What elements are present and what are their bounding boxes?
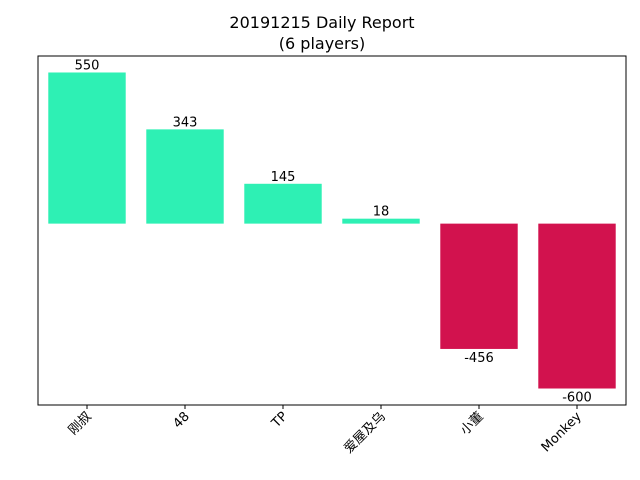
chart-title: 20191215 Daily Report: [229, 13, 414, 32]
bar-5: [538, 223, 616, 389]
value-label-2: 145: [271, 170, 296, 185]
value-label-4: -456: [464, 351, 494, 366]
chart-subtitle: (6 players): [279, 34, 365, 53]
value-label-5: -600: [562, 391, 592, 406]
x-tick-label-4: 小董: [458, 409, 487, 438]
bar-1: [146, 129, 224, 224]
value-label-3: 18: [373, 205, 390, 220]
bars-layer: [48, 72, 616, 389]
x-tick-label-3: 爱屋及乌: [341, 409, 389, 457]
x-tick-label-0: 刚叔: [66, 409, 95, 438]
value-label-1: 343: [173, 115, 198, 130]
x-tick-label-5: Monkey: [539, 409, 585, 455]
value-labels-layer: 550 343 145 18 -456 -600: [75, 58, 592, 405]
x-tick-label-1: 48: [171, 409, 193, 431]
bar-0: [48, 72, 126, 224]
value-label-0: 550: [75, 58, 100, 73]
x-axis-ticks: 刚叔 48 TP 爱屋及乌 小董 Monkey: [66, 405, 585, 457]
x-tick-label-2: TP: [268, 409, 291, 432]
bar-2: [244, 183, 322, 224]
plot-frame: [37, 55, 627, 406]
bar-3: [342, 218, 420, 224]
bar-4: [440, 223, 518, 349]
